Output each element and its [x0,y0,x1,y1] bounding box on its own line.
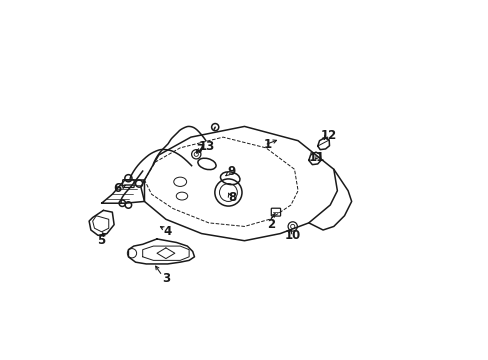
Text: 8: 8 [227,192,236,204]
Text: 3: 3 [162,272,170,285]
Text: 1: 1 [263,138,271,151]
Text: 10: 10 [284,229,300,242]
Text: 12: 12 [320,129,336,142]
Text: 13: 13 [199,140,215,153]
Text: 6: 6 [113,183,122,195]
Text: 11: 11 [308,151,325,164]
Text: 5: 5 [97,234,105,247]
Text: 7: 7 [195,143,203,156]
Text: 9: 9 [227,165,235,177]
Text: 4: 4 [163,225,171,238]
Text: 2: 2 [266,218,275,231]
